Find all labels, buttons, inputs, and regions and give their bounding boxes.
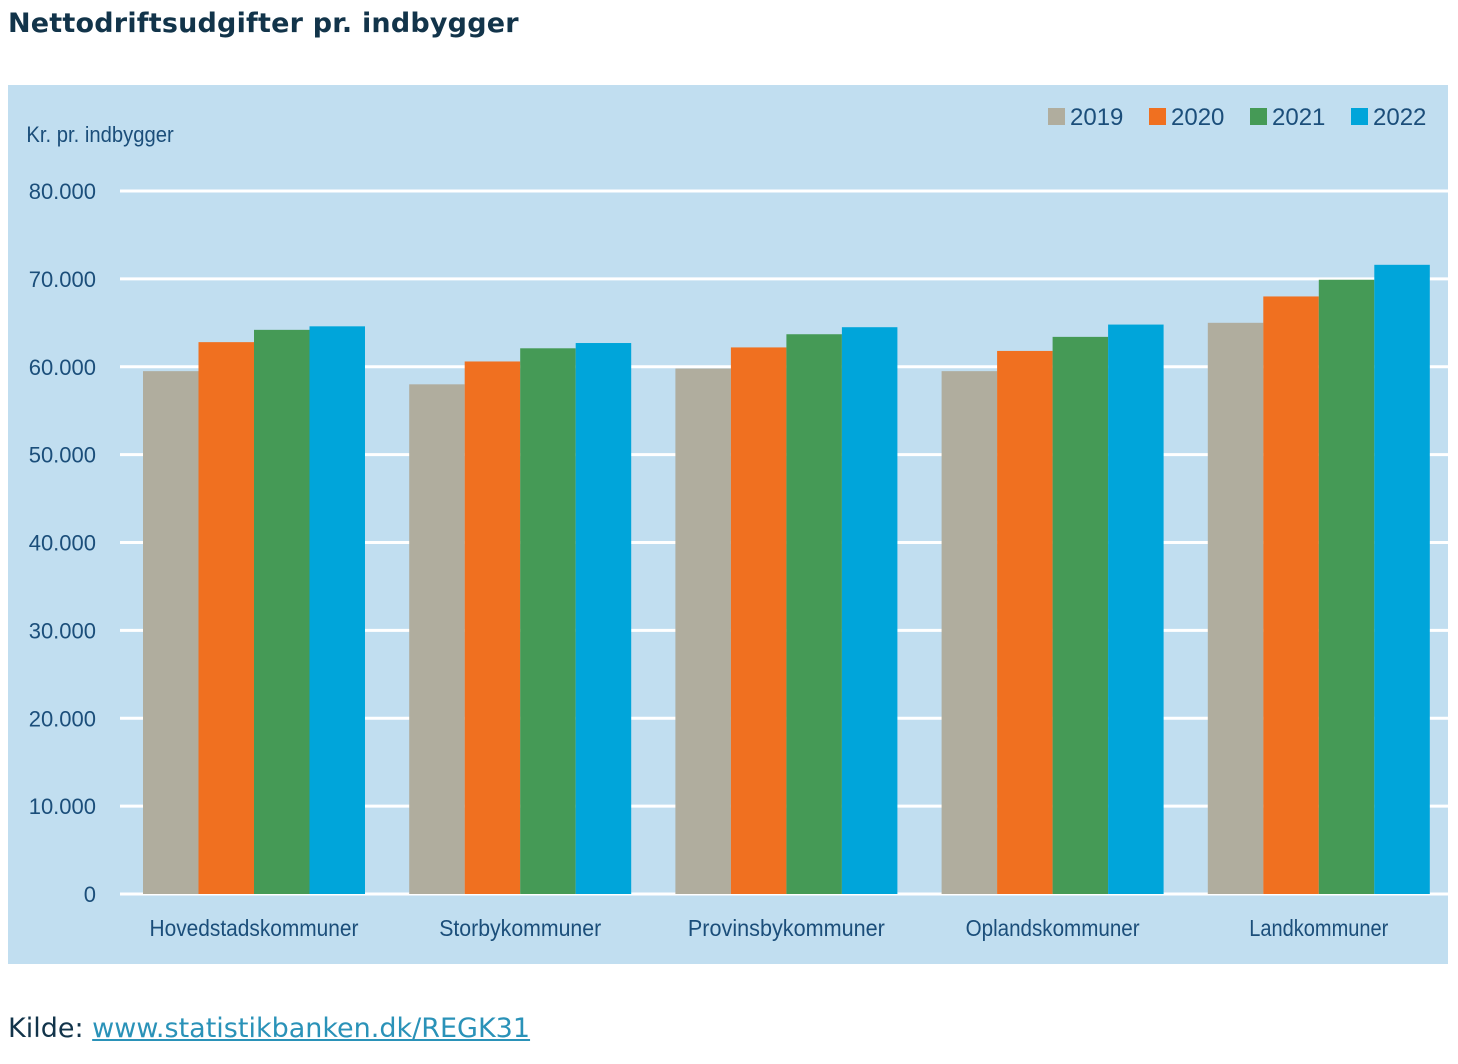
y-tick-label: 50.000 xyxy=(29,443,96,468)
x-tick-label: Landkommuner xyxy=(1249,915,1388,941)
source-link[interactable]: www.statistikbanken.dk/REGK31 xyxy=(92,1013,531,1044)
bar-2022-storbykommuner xyxy=(575,343,632,894)
bar-2022-hovedstadskommuner xyxy=(309,326,365,894)
source-line: Kilde: www.statistikbanken.dk/REGK31 xyxy=(8,1013,530,1044)
bars xyxy=(143,264,1430,895)
bar-2020-landkommuner xyxy=(1263,296,1319,894)
bar-2020-provinsbykommuner xyxy=(730,347,787,895)
bar-2021-storbykommuner xyxy=(520,348,576,894)
x-tick-label: Oplandskommuner xyxy=(966,915,1140,941)
legend-swatch-2022 xyxy=(1351,108,1368,125)
bar-2021-hovedstadskommuner xyxy=(254,329,310,894)
bar-2019-provinsbykommuner xyxy=(675,368,731,894)
source-label: Kilde: xyxy=(8,1013,84,1044)
bar-2022-oplandskommuner xyxy=(1108,324,1164,894)
legend-swatch-2021 xyxy=(1250,108,1267,125)
bar-2021-oplandskommuner xyxy=(1052,336,1109,894)
legend-label: 2020 xyxy=(1171,104,1224,131)
y-tick-label: 20.000 xyxy=(29,706,96,731)
bar-2021-landkommuner xyxy=(1318,279,1375,894)
chart-panel: Kr. pr. indbygger 0 10.000 20.000 30.000 40.… xyxy=(8,85,1448,964)
legend-label: 2019 xyxy=(1070,104,1123,131)
legend-swatch-2019 xyxy=(1048,108,1065,125)
bar-2020-hovedstadskommuner xyxy=(198,342,254,894)
legend: 2019 2020 2021 2022 xyxy=(1048,104,1426,131)
bar-2019-hovedstadskommuner xyxy=(143,371,199,894)
bar-2020-storbykommuner xyxy=(464,361,521,894)
y-tick-label: 10.000 xyxy=(29,794,96,819)
y-axis-label: Kr. pr. indbygger xyxy=(26,123,173,147)
x-tick-label: Storbykommuner xyxy=(439,915,601,941)
bar-2022-landkommuner xyxy=(1374,264,1430,894)
bar-2022-provinsbykommuner xyxy=(841,327,898,894)
legend-swatch-2020 xyxy=(1149,108,1166,125)
y-tick-label: 80.000 xyxy=(29,179,96,204)
bar-2020-oplandskommuner xyxy=(997,350,1053,894)
bar-2019-oplandskommuner xyxy=(941,371,998,894)
bar-2019-landkommuner xyxy=(1207,322,1264,894)
y-tick-label: 0 xyxy=(84,882,96,907)
y-tick-labels: 0 10.000 20.000 30.000 40.000 50.000 60.000 70.… xyxy=(29,179,96,907)
y-tick-label: 30.000 xyxy=(29,618,96,643)
bar-chart: Kr. pr. indbygger 0 10.000 20.000 30.000 40.… xyxy=(26,104,1448,941)
y-tick-label: 60.000 xyxy=(29,355,96,380)
bar-2019-storbykommuner xyxy=(409,384,465,894)
x-tick-label: Provinsbykommuner xyxy=(688,915,885,941)
legend-label: 2021 xyxy=(1272,104,1325,131)
x-tick-labels: Hovedstadskommuner Storbykommuner Provinsb… xyxy=(150,915,1389,941)
y-tick-label: 40.000 xyxy=(29,531,96,556)
y-tick-label: 70.000 xyxy=(29,267,96,292)
bar-2021-provinsbykommuner xyxy=(786,334,842,894)
x-tick-label: Hovedstadskommuner xyxy=(150,915,359,941)
legend-label: 2022 xyxy=(1373,104,1426,131)
page-title: Nettodriftsudgifter pr. indbygger xyxy=(8,8,519,39)
